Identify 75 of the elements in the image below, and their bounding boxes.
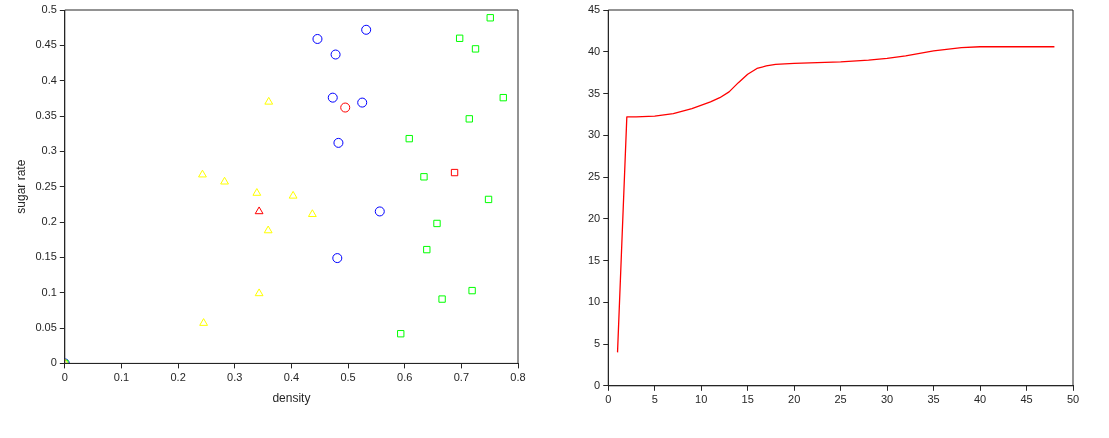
point	[198, 169, 207, 178]
x-tick-label: 40	[973, 393, 987, 406]
y-tick-label: 10	[587, 295, 601, 308]
point	[433, 219, 441, 228]
x-tick-label: 45	[1020, 393, 1033, 406]
y-tick-label: 0	[50, 356, 57, 369]
y-tick-label: 20	[587, 211, 601, 224]
y-tick-label: 0.3	[41, 144, 57, 157]
point	[254, 288, 264, 297]
x-tick-label: 0.7	[453, 371, 469, 384]
point	[361, 24, 372, 35]
x-tick-label: 0.3	[227, 371, 243, 384]
point	[374, 206, 385, 217]
point	[465, 115, 473, 123]
x-tick-label: 15	[741, 393, 754, 406]
point	[220, 176, 229, 185]
point	[484, 195, 493, 204]
x-tick-label: 0.4	[283, 371, 300, 384]
point	[332, 253, 343, 264]
x-tick-label: 35	[927, 393, 940, 406]
y-tick-label: 45	[587, 3, 601, 16]
y-tick-label: 35	[587, 86, 601, 99]
x-tick-label: 0	[605, 393, 612, 406]
x-tick-label: 0.2	[170, 371, 186, 384]
point	[327, 92, 338, 103]
point	[438, 295, 446, 303]
point	[405, 134, 413, 143]
x-tick-label: 0	[61, 371, 68, 384]
point	[288, 190, 298, 199]
y-axis-title: sugar rate	[13, 159, 28, 214]
point	[312, 33, 323, 44]
y-tick-label: 15	[587, 253, 601, 266]
x-tick-label: 30	[880, 393, 894, 406]
x-tick-label: 20	[788, 393, 801, 406]
point	[333, 137, 344, 148]
y-tick-label: 0.45	[35, 38, 57, 51]
x-tick-label: 0.5	[340, 371, 356, 384]
point	[471, 45, 480, 53]
x-tick-label: 0.8	[510, 371, 526, 384]
point	[199, 318, 208, 326]
y-tick-label: 0.35	[35, 109, 57, 122]
y-tick-label: 0.1	[41, 285, 57, 298]
x-tick-label: 0.1	[113, 371, 130, 384]
y-tick-label: 30	[587, 128, 601, 141]
y-tick-label: 0.2	[41, 215, 57, 228]
x-axis-title: density	[272, 391, 311, 406]
point	[307, 209, 317, 218]
y-tick-label: 25	[587, 170, 601, 183]
point	[450, 168, 459, 177]
point	[486, 14, 494, 22]
y-tick-label: 0.05	[35, 321, 57, 334]
y-tick-label: 5	[594, 337, 601, 350]
point	[330, 49, 341, 60]
point	[423, 245, 431, 254]
x-tick-label: 0.6	[397, 371, 413, 384]
point	[357, 97, 368, 108]
y-tick-label: 0.25	[35, 179, 57, 192]
point	[263, 225, 273, 234]
y-tick-label: 40	[587, 44, 601, 57]
point	[252, 188, 262, 196]
point	[455, 34, 464, 42]
x-tick-label: 5	[651, 393, 658, 406]
point	[340, 102, 351, 113]
point	[468, 286, 476, 295]
y-tick-label: 0.4	[41, 73, 57, 86]
y-tick-label: 0.5	[41, 3, 57, 16]
x-tick-label: 50	[1066, 393, 1080, 406]
point	[499, 93, 507, 102]
y-tick-label: 0.15	[35, 250, 57, 263]
point	[264, 96, 274, 105]
x-tick-label: 25	[834, 393, 847, 406]
x-tick-label: 10	[695, 393, 708, 406]
point	[420, 173, 428, 181]
point	[397, 330, 405, 338]
point	[254, 206, 264, 215]
